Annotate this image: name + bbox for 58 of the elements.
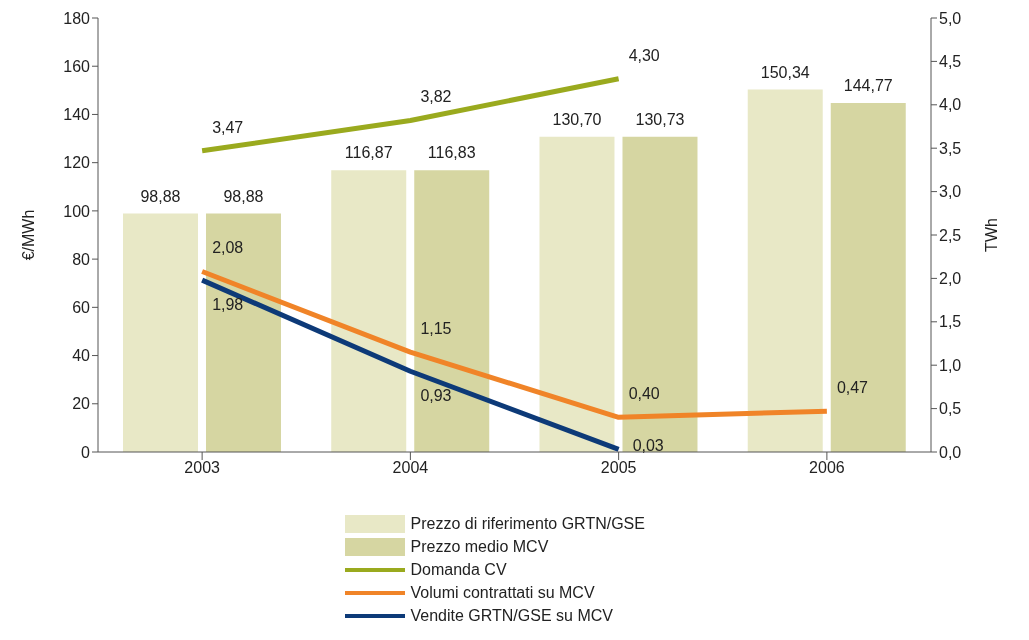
bar (331, 170, 407, 452)
data-label: 116,83 (427, 144, 476, 162)
y-tick-label: 100 (63, 202, 91, 220)
legend-label: Prezzo medio MCV (410, 537, 549, 556)
y2-tick-label: 5,0 (939, 9, 962, 27)
x-tick-label: 2003 (184, 459, 221, 477)
y-tick-label: 180 (63, 9, 91, 27)
x-tick-label: 2006 (809, 459, 845, 477)
legend-label: Vendite GRTN/GSE su MCV (410, 606, 613, 625)
data-label: 130,73 (635, 110, 685, 128)
y-tick-label: 120 (63, 154, 91, 172)
data-label: 1,15 (420, 320, 452, 338)
y2-tick-label: 3,5 (939, 139, 962, 157)
bar (747, 89, 823, 452)
bar (122, 213, 198, 452)
data-label: 150,34 (760, 63, 810, 81)
data-label: 130,70 (552, 110, 602, 128)
y2-axis-title: TWh (982, 218, 1000, 252)
y-tick-label: 0 (81, 443, 91, 461)
y2-tick-label: 4,0 (939, 96, 962, 114)
legend-label: Prezzo di riferimento GRTN/GSE (410, 514, 645, 533)
y-tick-label: 80 (72, 250, 91, 268)
data-label: 0,47 (836, 379, 869, 397)
data-label: 0,93 (420, 387, 452, 405)
data-label: 0,03 (632, 437, 664, 455)
data-label: 4,30 (628, 46, 660, 64)
y2-tick-label: 1,0 (939, 356, 962, 374)
y2-tick-label: 0,0 (939, 443, 962, 461)
data-label: 1,98 (212, 296, 244, 314)
bar (622, 136, 698, 452)
x-tick-label: 2004 (392, 459, 429, 477)
data-label: 2,08 (212, 239, 244, 257)
y2-tick-label: 2,5 (939, 226, 962, 244)
data-label: 3,47 (212, 118, 244, 136)
data-label: 98,88 (140, 187, 181, 205)
y2-tick-label: 3,0 (939, 183, 962, 201)
data-label: 144,77 (843, 76, 893, 94)
y-tick-label: 40 (72, 347, 91, 365)
y2-tick-label: 1,5 (939, 313, 962, 331)
y2-tick-label: 4,5 (939, 53, 962, 71)
bar (205, 213, 281, 452)
y-tick-label: 60 (72, 299, 91, 317)
data-label: 3,82 (420, 88, 452, 106)
bar (539, 136, 615, 452)
legend-label: Domanda CV (410, 560, 507, 579)
x-tick-label: 2005 (600, 459, 637, 477)
legend-label: Volumi contrattati su MCV (410, 583, 595, 602)
y-tick-label: 160 (63, 57, 91, 75)
bar (414, 170, 490, 452)
y-axis-title: €/MWh (19, 209, 37, 261)
bar (830, 102, 906, 452)
data-label: 0,40 (628, 385, 660, 403)
y2-tick-label: 2,0 (939, 270, 962, 288)
data-label: 116,87 (344, 144, 393, 162)
data-label: 98,88 (223, 187, 264, 205)
y2-tick-label: 0,5 (939, 400, 962, 418)
y-tick-label: 140 (63, 106, 91, 124)
y-tick-label: 20 (72, 395, 91, 413)
